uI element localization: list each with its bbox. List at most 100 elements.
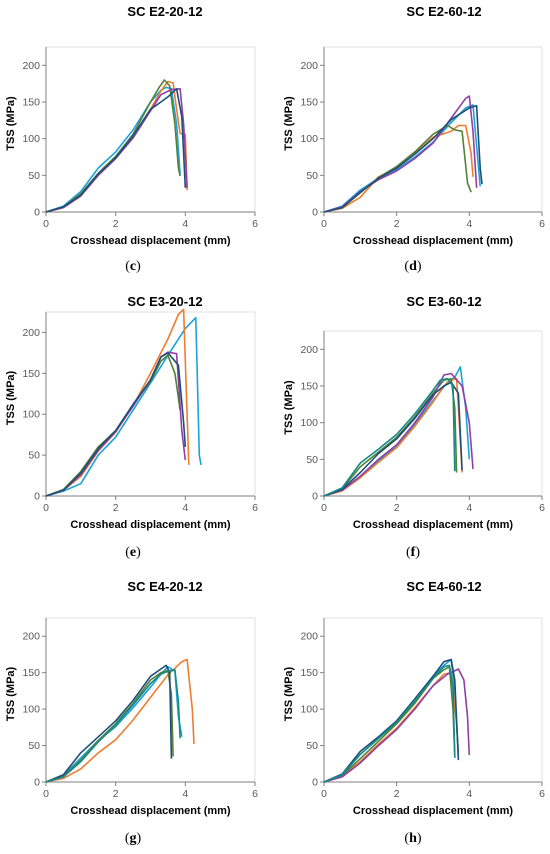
chart-title: SC E3-20-12	[127, 294, 202, 309]
series-line-4	[323, 95, 478, 213]
y-axis-label: TSS (MPa)	[283, 380, 295, 435]
x-tick-label: 4	[182, 788, 188, 800]
series-line-5	[323, 104, 483, 213]
x-tick-label: 0	[43, 788, 49, 800]
x-tick-label: 0	[43, 502, 49, 514]
x-tick-label: 4	[466, 502, 472, 514]
x-tick-label: 2	[113, 218, 119, 230]
series-line-5	[323, 658, 460, 783]
y-tick-label: 50	[28, 450, 40, 462]
chart-panel-f: 0 2 4 6 0 50 100 150 200 SC E3-60-12 Crosshead dis…	[283, 294, 545, 560]
panel-caption: (c)	[125, 259, 141, 274]
series-line-5	[45, 88, 187, 213]
series-line-2	[45, 80, 188, 213]
y-tick-label: 100	[300, 133, 318, 145]
chart-title: SC E4-20-12	[127, 579, 202, 594]
series-line-5	[45, 669, 181, 783]
y-tick-label: 100	[300, 417, 318, 429]
series-line-4	[323, 668, 471, 783]
chart-panel-g: 0 2 4 6 0 50 100 150 200 SC E4-20-12 Crosshead dis…	[5, 579, 258, 846]
x-tick-label: 2	[394, 218, 400, 230]
y-tick-label: 150	[22, 667, 40, 679]
series-line-1	[323, 366, 471, 497]
y-tick-label: 0	[34, 491, 40, 503]
x-tick-label: 2	[113, 502, 119, 514]
chart-panel-h: 0 2 4 6 0 50 100 150 200 SC E4-60-12 Crosshead dis…	[283, 579, 545, 846]
y-tick-label: 0	[312, 777, 318, 789]
y-tick-label: 200	[300, 631, 318, 643]
x-tick-label: 6	[252, 788, 258, 800]
y-tick-label: 50	[306, 170, 318, 182]
series-line-4	[45, 351, 187, 497]
y-tick-label: 200	[22, 631, 40, 643]
series-line-1	[323, 658, 460, 783]
series-line-1	[45, 316, 202, 497]
chart-title: SC E3-60-12	[406, 294, 481, 309]
y-tick-label: 100	[22, 704, 40, 716]
y-tick-label: 200	[300, 344, 318, 356]
panel-caption-letter: d	[409, 259, 417, 274]
series-line-5	[323, 381, 463, 497]
panel-caption: (d)	[404, 259, 421, 274]
y-axis-label: TSS (MPa)	[5, 96, 17, 151]
y-tick-label: 150	[22, 368, 40, 380]
y-tick-label: 0	[312, 207, 318, 219]
panel-caption: (e)	[125, 545, 141, 560]
y-axis-label: TSS (MPa)	[5, 666, 17, 721]
y-axis-label: TSS (MPa)	[283, 666, 295, 721]
plot-area	[45, 46, 256, 213]
series-line-1	[45, 86, 181, 213]
panel-caption: (h)	[404, 831, 421, 846]
y-tick-label: 0	[34, 777, 40, 789]
y-tick-label: 200	[22, 60, 40, 72]
series-line-1	[323, 104, 481, 213]
chart-panel-e: 0 2 4 6 0 50 100 150 200 SC E3-20-12 Crosshead dis…	[5, 294, 258, 560]
x-tick-label: 4	[182, 502, 188, 514]
panel-caption: (f)	[406, 545, 420, 560]
series-line-3	[45, 79, 181, 213]
series-line-2	[323, 377, 463, 497]
panel-caption-letter: h	[409, 831, 417, 846]
y-tick-label: 100	[300, 704, 318, 716]
series-line-6	[323, 377, 456, 497]
x-tick-label: 2	[394, 788, 400, 800]
y-axis-label: TSS (MPa)	[5, 370, 17, 425]
plot-area	[323, 46, 543, 213]
x-tick-label: 6	[539, 788, 545, 800]
y-tick-label: 50	[306, 454, 318, 466]
series-line-4	[45, 664, 173, 783]
y-tick-label: 0	[312, 491, 318, 503]
x-tick-label: 0	[321, 788, 327, 800]
y-tick-label: 150	[22, 97, 40, 109]
x-axis-label: Crosshead displacement (mm)	[353, 235, 513, 247]
series-line-4	[323, 372, 474, 497]
x-tick-label: 2	[394, 502, 400, 514]
panel-caption-letter: g	[130, 831, 137, 846]
y-tick-label: 200	[22, 327, 40, 339]
y-tick-label: 50	[306, 740, 318, 752]
x-axis-label: Crosshead displacement (mm)	[70, 519, 230, 531]
x-axis-label: Crosshead displacement (mm)	[353, 519, 513, 531]
y-axis-label: TSS (MPa)	[283, 96, 295, 151]
panel-caption-letter: f	[411, 545, 416, 560]
x-tick-label: 6	[539, 502, 545, 514]
y-tick-label: 100	[22, 409, 40, 421]
x-tick-label: 4	[182, 218, 188, 230]
y-tick-label: 50	[28, 170, 40, 182]
chart-title: SC E4-60-12	[406, 579, 481, 594]
series-line-3	[323, 666, 456, 783]
x-tick-label: 2	[113, 788, 119, 800]
plot-area	[45, 311, 256, 497]
y-tick-label: 150	[300, 97, 318, 109]
y-tick-label: 50	[28, 740, 40, 752]
y-tick-label: 150	[300, 667, 318, 679]
y-tick-label: 200	[300, 60, 318, 72]
chart-title: SC E2-20-12	[127, 4, 202, 19]
x-tick-label: 0	[43, 218, 49, 230]
panel-caption-letter: e	[130, 545, 136, 560]
x-axis-label: Crosshead displacement (mm)	[70, 805, 230, 817]
y-tick-label: 0	[34, 207, 40, 219]
series-line-5	[45, 352, 187, 497]
series-line-6	[323, 664, 456, 783]
